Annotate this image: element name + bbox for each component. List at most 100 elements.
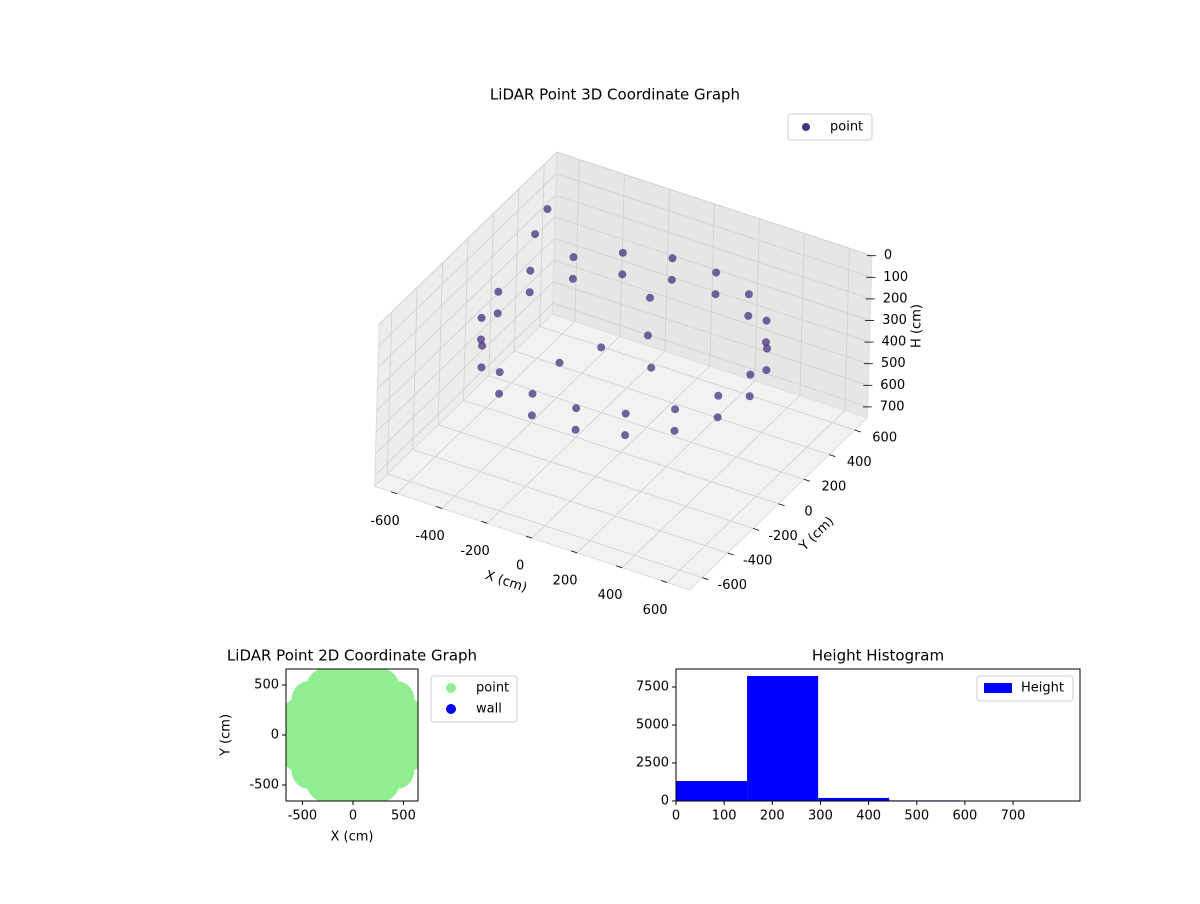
point <box>597 343 605 351</box>
point <box>477 335 485 343</box>
legend-marker <box>984 683 1012 693</box>
legend-label: point <box>476 681 509 696</box>
z-axis-label: H (cm) <box>910 304 925 348</box>
chart-title: Height Histogram <box>812 647 944 665</box>
point <box>526 267 534 275</box>
point <box>496 368 504 376</box>
point <box>646 294 654 302</box>
z-tick-label: 300 <box>882 313 907 328</box>
z-tick-label: 100 <box>883 270 908 285</box>
z-tick-label: 0 <box>884 248 892 263</box>
y-tick-label: -500 <box>249 778 279 793</box>
y-tick-label: 600 <box>872 431 897 446</box>
point <box>477 363 485 371</box>
point <box>528 411 536 419</box>
point <box>494 309 502 317</box>
point <box>668 254 676 262</box>
x-tick-label: 700 <box>1001 809 1026 824</box>
y-tick-label: 200 <box>821 480 846 495</box>
legend-label: wall <box>476 702 502 717</box>
legend-marker <box>446 704 456 714</box>
point <box>494 288 502 296</box>
point <box>712 290 720 298</box>
plot-area <box>278 662 427 808</box>
chart-title: LiDAR Point 2D Coordinate Graph <box>227 647 477 665</box>
point <box>569 275 577 283</box>
point <box>745 290 753 298</box>
z-tick-label: 400 <box>882 335 907 350</box>
x-tick-label: -400 <box>415 529 445 544</box>
x-tick-label: 600 <box>643 603 668 618</box>
y-tick-label: -200 <box>768 529 798 544</box>
x-tick-label: 500 <box>904 809 929 824</box>
point <box>544 205 552 213</box>
point <box>478 314 486 322</box>
x-tick-label: 0 <box>349 809 357 824</box>
x-tick-label: 400 <box>598 588 623 603</box>
x-tick-label: 0 <box>516 559 524 574</box>
point <box>569 253 577 261</box>
y-tick-label: 2500 <box>636 755 669 770</box>
legend-label: Height <box>1021 681 1064 696</box>
point <box>762 366 770 374</box>
y-axis-label: Y (cm) <box>219 714 234 757</box>
y-tick-label: -600 <box>718 578 748 593</box>
y-tick-label: -400 <box>743 554 773 569</box>
point <box>531 230 539 238</box>
point <box>744 312 752 320</box>
point <box>528 390 536 398</box>
x-tick-label: -600 <box>370 514 400 529</box>
legend-marker <box>446 683 456 693</box>
point <box>619 249 627 257</box>
z-tick-label: 500 <box>881 356 906 371</box>
x-tick-label: 200 <box>760 809 785 824</box>
chart-title: LiDAR Point 3D Coordinate Graph <box>490 86 740 104</box>
x-tick-label: 100 <box>712 809 737 824</box>
y-tick-label: 400 <box>847 455 872 470</box>
legend-label: point <box>830 120 863 135</box>
z-tick-label: 600 <box>880 378 905 393</box>
y-tick-label: 5000 <box>636 717 669 732</box>
x-tick-label: -500 <box>288 809 318 824</box>
x-tick-label: 500 <box>391 809 416 824</box>
point <box>618 270 626 278</box>
bar <box>676 781 747 801</box>
point <box>556 359 564 367</box>
legend-marker <box>802 123 810 131</box>
point <box>714 392 722 400</box>
x-tick-label: -200 <box>460 544 490 559</box>
y-tick-label: 0 <box>804 504 812 519</box>
point <box>762 338 770 346</box>
point <box>763 317 771 325</box>
y-tick-label: 7500 <box>636 679 669 694</box>
x-axis-label: X (cm) <box>331 830 374 845</box>
x-tick-label: 300 <box>808 809 833 824</box>
point <box>746 371 754 379</box>
z-tick-label: 700 <box>880 399 905 414</box>
x-tick-label: 200 <box>553 573 578 588</box>
z-tick-label: 200 <box>883 291 908 306</box>
y-tick-label: 500 <box>254 678 279 693</box>
point <box>746 392 754 400</box>
y-tick-label: 0 <box>271 728 279 743</box>
point <box>621 431 629 439</box>
point <box>495 390 503 398</box>
point <box>668 276 676 284</box>
point <box>526 288 534 296</box>
point <box>622 410 630 418</box>
point <box>572 404 580 412</box>
point <box>671 405 679 413</box>
bar <box>747 676 818 801</box>
point <box>335 717 371 753</box>
point <box>647 364 655 372</box>
point <box>671 427 679 435</box>
x-tick-label: 0 <box>672 809 680 824</box>
x-tick-label: 400 <box>856 809 881 824</box>
point <box>572 426 580 434</box>
y-tick-label: 0 <box>661 794 669 809</box>
point <box>712 269 720 277</box>
point <box>714 413 722 421</box>
x-tick-label: 600 <box>953 809 978 824</box>
point <box>644 331 652 339</box>
